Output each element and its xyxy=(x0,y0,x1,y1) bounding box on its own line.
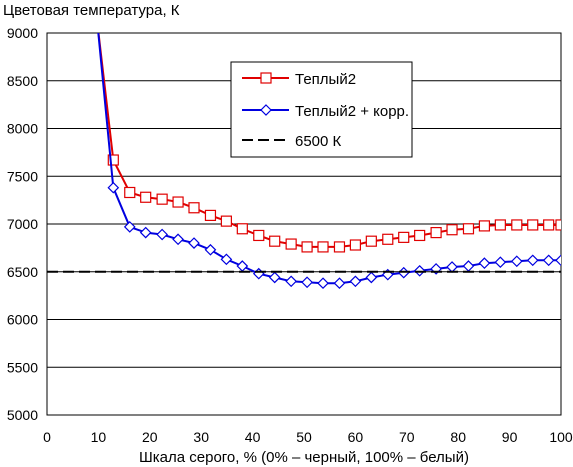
series-0-point-23 xyxy=(462,223,475,235)
series-1-point-8 xyxy=(220,253,233,266)
series-1-point-24 xyxy=(478,257,491,270)
series-1-point-16 xyxy=(349,275,362,288)
legend-marker-series-1 xyxy=(260,104,272,116)
series-0-point-3 xyxy=(140,191,152,203)
y-axis-title: Цветовая температура, К xyxy=(3,2,180,19)
y-tick-label-6: 8000 xyxy=(7,121,38,137)
y-tick-label-5: 7500 xyxy=(7,168,38,184)
series-1-point-4 xyxy=(156,228,168,241)
series-1-point-14 xyxy=(317,277,329,290)
y-tick-label-8: 9000 xyxy=(7,25,38,41)
y-tick-label-1: 5500 xyxy=(7,359,38,375)
x-tick-label-0: 0 xyxy=(43,429,51,445)
series-0-point-13 xyxy=(301,241,313,253)
x-tick-label-9: 90 xyxy=(502,429,518,445)
x-tick-label-7: 70 xyxy=(399,429,415,445)
series-1-point-26 xyxy=(510,255,523,268)
series-0-point-9 xyxy=(236,223,248,235)
series-0-point-6 xyxy=(188,202,200,214)
series-0-point-25 xyxy=(494,219,506,231)
series-1-point-22 xyxy=(446,261,458,273)
series-0-point-29 xyxy=(555,219,561,231)
series-1-point-29 xyxy=(555,254,561,267)
series-0-point-20 xyxy=(414,229,426,242)
series-0-point-24 xyxy=(478,220,491,232)
y-tick-label-3: 6500 xyxy=(7,264,38,280)
series-0-point-10 xyxy=(253,229,265,242)
x-tick-label-8: 80 xyxy=(450,429,466,445)
series-1-point-15 xyxy=(333,277,346,290)
series-1-point-2 xyxy=(123,221,136,233)
series-1-point-5 xyxy=(172,233,184,246)
y-tick-label-4: 7000 xyxy=(7,216,38,232)
x-tick-label-5: 50 xyxy=(296,429,312,445)
series-0-point-15 xyxy=(333,241,346,253)
series-0-point-14 xyxy=(317,241,329,253)
series-0-point-27 xyxy=(527,219,539,231)
series-1-point-17 xyxy=(365,271,378,284)
series-0-point-12 xyxy=(285,238,297,250)
x-tick-labels: 0 10 20 30 40 50 60 70 80 90 100 xyxy=(43,429,573,445)
series-0-point-21 xyxy=(430,226,442,239)
y-tick-label-2: 6000 xyxy=(7,312,38,328)
series-0-point-26 xyxy=(511,219,523,231)
series-1-point-10 xyxy=(252,267,265,280)
series-group xyxy=(47,33,561,290)
series-0-point-7 xyxy=(204,209,217,222)
series-0-point-2 xyxy=(124,186,136,199)
series-0-point-19 xyxy=(398,231,410,243)
series-1-point-6 xyxy=(188,237,200,249)
series-1-point-7 xyxy=(204,243,217,256)
series-0-point-22 xyxy=(446,224,458,236)
series-1-point-25 xyxy=(494,256,507,269)
series-0-point-4 xyxy=(156,193,168,205)
x-tick-label-3: 30 xyxy=(193,429,209,445)
series-1-point-27 xyxy=(526,254,539,267)
series-1-point-1 xyxy=(107,181,120,194)
legend-label-series-2: 6500 К xyxy=(295,133,342,150)
x-axis-title: Шкала серого, % (0% – черный, 100% – бел… xyxy=(139,449,469,466)
y-tick-label-0: 5000 xyxy=(7,407,38,423)
series-0-point-18 xyxy=(382,233,394,245)
legend-label-series-1: Теплый2 + корр. xyxy=(295,103,409,120)
y-tick-labels: 5000 5500 6000 6500 7000 7500 8000 8500 9000 xyxy=(7,25,38,423)
series-0-point-5 xyxy=(172,196,184,208)
x-tick-label-1: 10 xyxy=(91,429,107,445)
series-1-point-12 xyxy=(285,275,297,288)
series-1-point-3 xyxy=(139,226,152,239)
x-tick-label-4: 40 xyxy=(245,429,261,445)
legend-marker-series-0 xyxy=(260,72,272,84)
x-tick-label-2: 20 xyxy=(142,429,158,445)
series-1-point-11 xyxy=(268,271,281,284)
series-0-point-17 xyxy=(365,235,377,247)
series-1-point-13 xyxy=(301,276,313,289)
x-tick-label-10: 100 xyxy=(549,429,573,445)
x-tick-label-6: 60 xyxy=(348,429,364,445)
series-0-point-1 xyxy=(107,154,119,166)
series-0-point-11 xyxy=(269,235,281,247)
series-1-point-9 xyxy=(236,260,249,272)
series-0-point-28 xyxy=(543,219,555,231)
series-1-point-28 xyxy=(542,254,555,267)
legend-label-series-0: Теплый2 xyxy=(295,71,356,88)
series-0-point-16 xyxy=(349,239,361,251)
series-1-point-23 xyxy=(462,260,475,272)
y-tick-label-7: 8500 xyxy=(7,73,38,89)
series-0-point-8 xyxy=(220,215,232,227)
legend: Теплый2 Теплый2 + корр. 6500 К xyxy=(230,61,413,158)
series-1-point-20 xyxy=(413,264,426,277)
